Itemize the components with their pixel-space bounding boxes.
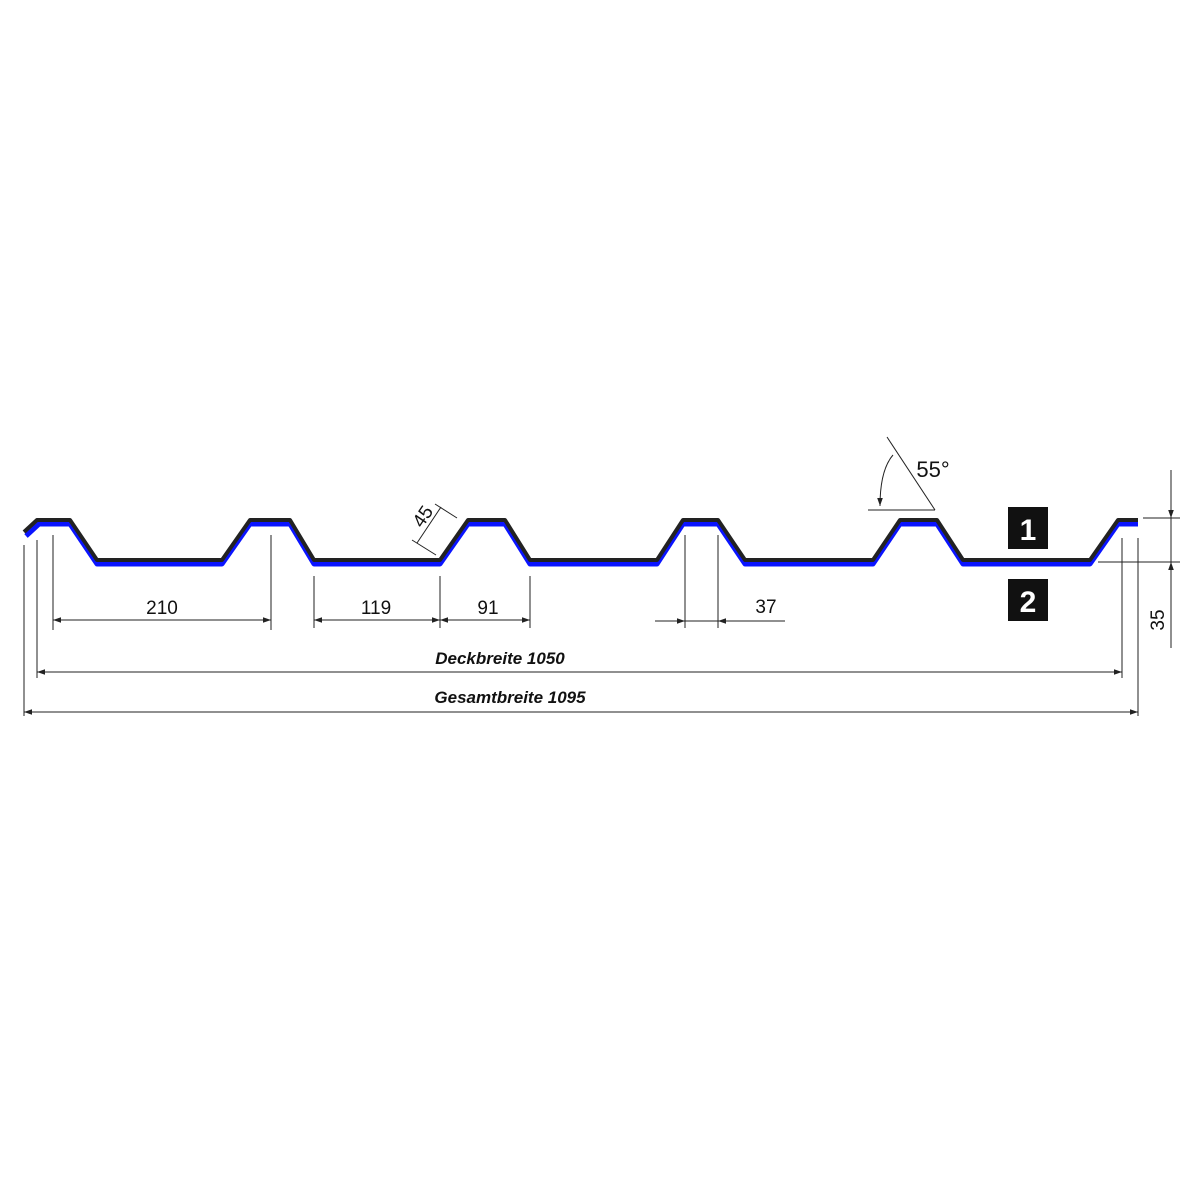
profile-coating-blue	[24, 521, 1138, 567]
dimension-angle-55: 55°	[868, 436, 950, 511]
dimension-cover-width: Deckbreite 1050	[37, 649, 1122, 675]
dimension-35: 35	[1148, 470, 1174, 648]
marker-2: 2	[1008, 579, 1048, 621]
marker-1: 1	[1008, 507, 1048, 549]
dim-37-label: 37	[755, 597, 776, 618]
dimension-total-width: Gesamtbreite 1095	[24, 688, 1138, 715]
marker-2-label: 2	[1020, 586, 1037, 619]
total-width-label: Gesamtbreite 1095	[434, 688, 586, 707]
profile	[22, 518, 1138, 567]
dimension-37: 37	[655, 597, 785, 624]
dim-119-label: 119	[361, 598, 391, 619]
dim-210-label: 210	[146, 598, 178, 619]
dim-91-label: 91	[477, 598, 498, 619]
dimension-119: 119	[314, 598, 440, 623]
cover-width-label: Deckbreite 1050	[435, 649, 565, 668]
dim-45-label: 45	[409, 502, 438, 531]
marker-1-label: 1	[1020, 514, 1037, 547]
dimension-210: 210	[53, 598, 271, 623]
dimension-91: 91	[440, 598, 530, 623]
angle-label: 55°	[916, 457, 949, 482]
profile-sheet-black	[22, 518, 1138, 562]
dim-35-label: 35	[1148, 609, 1169, 630]
extension-lines	[23, 517, 1180, 716]
